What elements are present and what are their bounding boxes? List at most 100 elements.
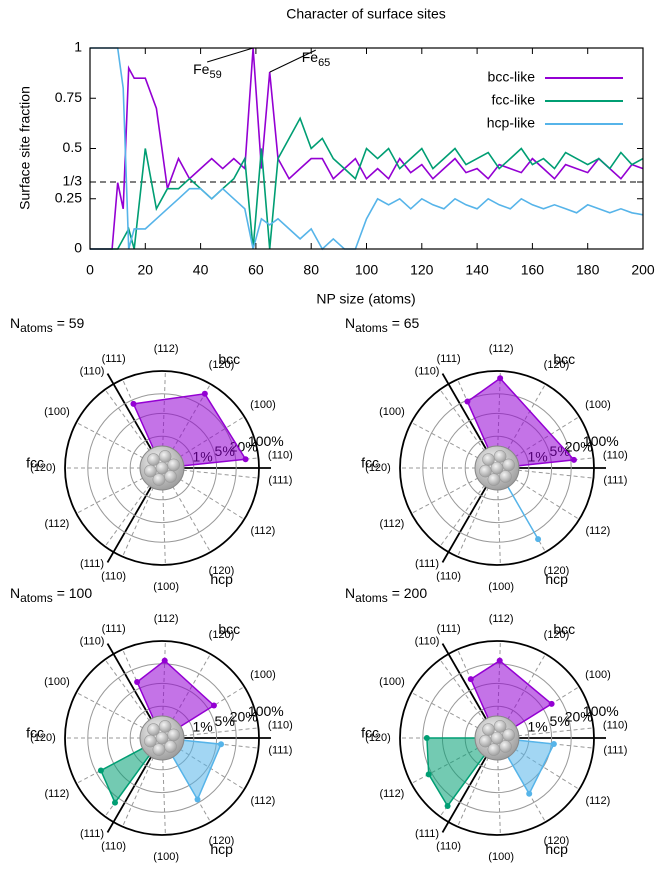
facet-label: (112) xyxy=(489,343,514,355)
facet-label: (112) xyxy=(489,613,514,625)
facet-label: (111) xyxy=(437,623,461,635)
atom xyxy=(499,740,512,753)
sector-label: fcc xyxy=(26,454,44,470)
facet-label: (111) xyxy=(102,623,126,635)
ring-label: 20% xyxy=(230,708,258,724)
facet-label: (120) xyxy=(544,629,570,641)
facet-point xyxy=(218,741,225,748)
facet-label: (110) xyxy=(80,366,105,378)
y-tick-label: 1/3 xyxy=(63,173,83,189)
facet-label: (111) xyxy=(102,353,126,365)
atom xyxy=(144,464,157,478)
title-main: N xyxy=(10,585,20,601)
facet-point xyxy=(526,790,533,797)
x-tick-label: 60 xyxy=(248,262,264,278)
facet-label: (110) xyxy=(101,571,126,583)
atom xyxy=(502,458,515,472)
facet-label: (111) xyxy=(415,558,439,570)
facet-point xyxy=(496,657,503,664)
facet-label: (100) xyxy=(44,676,70,688)
facet-label: (110) xyxy=(415,636,440,648)
sector-label: bcc xyxy=(218,351,240,367)
facet-point xyxy=(425,771,432,778)
facet-label: (100) xyxy=(153,851,179,863)
series-line xyxy=(90,47,644,250)
atom xyxy=(158,450,172,463)
y-tick-label: 0.75 xyxy=(55,89,82,105)
facet-point xyxy=(464,398,471,405)
ring-label: 100% xyxy=(248,703,284,719)
annotation-subscript: 59 xyxy=(209,69,221,81)
annotation-subscript: 65 xyxy=(318,57,330,69)
title-subscript: atoms xyxy=(20,591,53,605)
atom xyxy=(147,453,160,466)
facet-point xyxy=(194,796,201,803)
title-rest: = 100 xyxy=(53,585,93,601)
facet-label: (100) xyxy=(585,399,611,411)
facet-label: (112) xyxy=(250,525,275,537)
facet-label: (112) xyxy=(379,518,404,530)
x-axis-label: NP size (atoms) xyxy=(316,291,415,307)
atom xyxy=(479,464,492,478)
facet-label: (120) xyxy=(209,359,235,371)
atom xyxy=(158,720,172,733)
title-rest: = 200 xyxy=(388,585,428,601)
facet-label: (112) xyxy=(585,525,610,537)
facet-label: (100) xyxy=(379,406,405,418)
facet-label: (110) xyxy=(603,719,628,731)
facet-label: (111) xyxy=(80,558,104,570)
annotation: Fe59 xyxy=(193,61,222,81)
facet-label: (120) xyxy=(209,835,235,847)
facet-label: (120) xyxy=(544,835,570,847)
chart-title: Natoms = 59 xyxy=(10,315,85,335)
title-main: N xyxy=(345,585,355,601)
sector-label: bcc xyxy=(218,621,240,637)
facet-label: (111) xyxy=(437,353,461,365)
ring-label: 100% xyxy=(583,433,619,449)
atom xyxy=(152,743,166,756)
atom xyxy=(155,461,169,475)
ring-label: 20% xyxy=(565,438,593,454)
facet-label: (111) xyxy=(268,744,292,756)
annotation-arrow xyxy=(206,47,254,63)
sector-label: fcc xyxy=(361,454,379,470)
sector-label: fcc xyxy=(361,724,379,740)
atom xyxy=(167,728,180,742)
facet-label: (112) xyxy=(154,343,179,355)
atom xyxy=(152,473,166,486)
facet-label: (120) xyxy=(209,629,235,641)
ring xyxy=(64,640,260,836)
facet-label: (100) xyxy=(488,851,514,863)
ring-label: 1% xyxy=(527,719,547,735)
facet-label: (120) xyxy=(365,732,391,744)
ring-label: 100% xyxy=(583,703,619,719)
annotation-arrow xyxy=(269,49,316,73)
facet-label: (100) xyxy=(488,581,514,593)
legend-label: hcp-like xyxy=(487,115,535,131)
sector-label: hcp xyxy=(210,841,233,857)
facet-label: (120) xyxy=(544,359,570,371)
facet-point xyxy=(161,657,168,664)
facet-label: (112) xyxy=(379,788,404,800)
facet-label: (111) xyxy=(80,828,104,840)
chart-title: Character of surface sites xyxy=(286,6,446,22)
ring-label: 5% xyxy=(550,713,570,729)
chart-title: Natoms = 65 xyxy=(345,315,420,335)
facet-label: (110) xyxy=(436,571,461,583)
x-tick-label: 100 xyxy=(355,262,379,278)
atom xyxy=(487,743,501,756)
ring xyxy=(399,370,595,566)
facet-point xyxy=(210,702,217,709)
sector-label: hcp xyxy=(545,571,568,587)
title-subscript: atoms xyxy=(355,321,388,335)
facet-point xyxy=(134,679,141,686)
facet-label: (100) xyxy=(44,406,70,418)
facet-label: (120) xyxy=(209,565,235,577)
facet-label: (120) xyxy=(365,462,391,474)
series-line xyxy=(90,116,644,250)
y-tick-label: 0 xyxy=(74,240,82,256)
facet-label: (111) xyxy=(415,828,439,840)
ring-label: 5% xyxy=(215,713,235,729)
atom xyxy=(164,740,177,753)
facet-point xyxy=(112,799,119,806)
